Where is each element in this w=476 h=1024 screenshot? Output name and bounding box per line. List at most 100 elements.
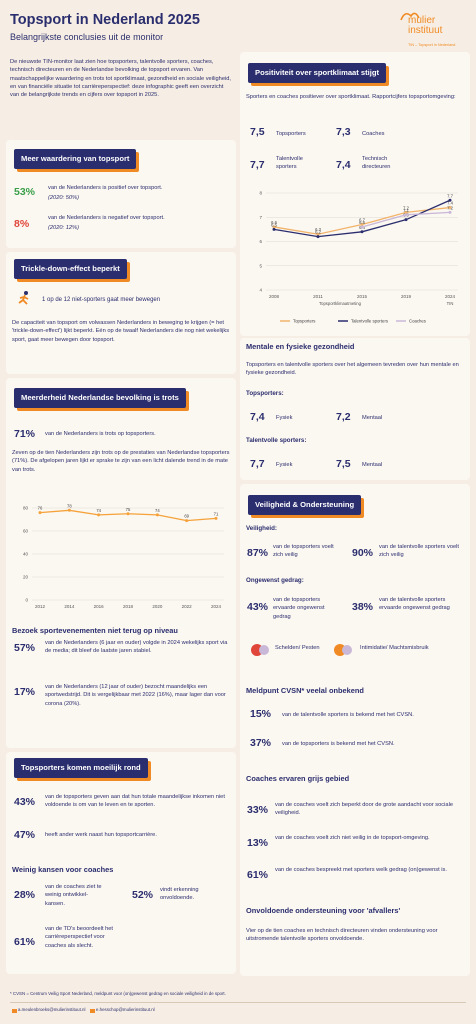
section-heading: Mentale en fysieke gezondheid (246, 342, 355, 351)
data-label: 74 (96, 508, 101, 513)
mail-icon (90, 1009, 95, 1013)
stat-text: van de talentvolle sporters ervaarde ong… (379, 597, 450, 612)
section-banner: Meerderheid Nederlandse bevolking is tro… (14, 388, 186, 408)
y-tick-label: 60 (23, 529, 29, 534)
score-value: 7,2 (336, 411, 351, 423)
section-panel (240, 52, 470, 336)
email: a.meulenbroeks@mulierinstituut.nl (18, 1007, 86, 1012)
paragraph: Zeven op de tien Nederlanders zijn trots… (12, 450, 230, 473)
legend-label: Topsporters (293, 319, 315, 324)
section-heading: Weinig kansen voor coaches (12, 865, 114, 874)
logo-tagline: TIN – Topsport in Nederland (408, 43, 456, 47)
data-label: 6.6 (359, 220, 365, 225)
data-point (316, 232, 320, 236)
group-label: Veiligheid: (246, 525, 277, 532)
group-label: Ongewenst gedrag: (246, 577, 304, 584)
x-tick-label: 2019 (401, 294, 412, 299)
x-tick-label: 2015 (357, 294, 368, 299)
stat-value: 28% (14, 889, 36, 901)
section-banner: Positiviteit over sportklimaat stijgt (248, 63, 387, 83)
data-label: 7.2 (403, 205, 409, 210)
stat-text: van de talentvolle sporters is bekend me… (282, 712, 414, 718)
mail-icon (12, 1009, 17, 1013)
score-value: 7,4 (336, 159, 351, 171)
legend-label: Talentvolle sporters (351, 319, 388, 324)
stat-text: van de topsporters is bekend met het CVS… (282, 741, 395, 747)
score-label: Fysiek (276, 415, 293, 421)
stat-text: van de coaches voelt zich beperkt door d… (275, 802, 454, 817)
x-annotation: Topsportklimaatmeting (319, 301, 362, 306)
section-banner: Topsporters komen moeilijk rond (14, 758, 148, 778)
stat-text: van de Nederlanders is positief over top… (48, 185, 163, 191)
stat-value: 38% (352, 601, 374, 613)
stat-text: van de coaches voelt zich niet veilig in… (275, 835, 430, 841)
y-tick-label: 40 (23, 552, 29, 557)
y-tick-label: 20 (23, 575, 29, 580)
y-tick-label: 6 (259, 239, 262, 244)
stat-text: 1 op de 12 niet-sporters gaat meer beweg… (42, 297, 161, 303)
paragraph: Topsporters en talentvolle sporters over… (246, 362, 459, 377)
score-value: 7,7 (250, 159, 265, 171)
behaviour-label: Intimidatie/ Machtsmisbruik (360, 645, 429, 651)
y-tick-label: 4 (259, 288, 262, 293)
x-tick-label: 2008 (269, 294, 280, 299)
section-panel (6, 752, 236, 974)
data-point (404, 213, 408, 217)
score-value: 7,7 (250, 458, 265, 470)
data-point (360, 225, 364, 229)
x-tick-label: 2016 (94, 604, 105, 609)
stat-text: van de talentvolle sporters voelt zich v… (379, 544, 459, 559)
data-label: 6.7 (359, 218, 365, 223)
data-label: 78 (67, 503, 72, 508)
footnote: * CVSN = Centrum Veilig Sport Nederland,… (10, 991, 226, 996)
section-heading: Onvoldoende ondersteuning voor 'afvaller… (246, 906, 401, 915)
score-value: 7,5 (250, 126, 265, 138)
behaviour-icon (333, 641, 353, 659)
section-heading: Coaches ervaren grijs gebied (246, 774, 350, 783)
paragraph: Vier op de tien coaches en technisch dir… (246, 928, 438, 943)
x-tick-label: 2022 (182, 604, 193, 609)
x-tick-label: 2011 (313, 294, 323, 299)
x-tick-label: 2020 (152, 604, 163, 609)
x-tick-label: 2018 (123, 604, 134, 609)
stat-value: 8% (14, 218, 30, 230)
y-tick-label: 0 (25, 598, 28, 603)
score-value: 7,5 (336, 458, 351, 470)
stat-value: 87% (247, 547, 269, 559)
score-value: 7,3 (336, 126, 351, 138)
group-label: Talentvolle sporters: (246, 437, 307, 444)
score-label: Mentaal (362, 415, 383, 421)
section-panel (6, 378, 236, 748)
data-label: 7.1 (403, 208, 409, 213)
data-point (360, 223, 364, 227)
divider (10, 1002, 466, 1003)
email: e.hesschop@mulierinstituut.nl (96, 1007, 155, 1012)
stat-value: 17% (14, 686, 36, 698)
section-banner: Trickle-down-effect beperkt (14, 259, 127, 279)
section-panel (240, 484, 470, 976)
stat-value: 15% (250, 708, 272, 720)
stat-value: 61% (14, 936, 36, 948)
stat-text: van de Nederlanders is trots op topsport… (45, 431, 156, 437)
stat-text: van de coaches ziet te weinig ontwikkel-… (45, 884, 102, 907)
data-point (214, 516, 218, 520)
score-label: Fysiek (276, 462, 293, 468)
data-point (272, 225, 276, 229)
stat-value: 61% (247, 869, 269, 881)
data-point (448, 210, 452, 214)
paragraph: Sporters en coaches positiever over spor… (246, 94, 456, 100)
stat-text: van de topsporters ervaarde ongewenst ge… (273, 597, 325, 620)
logo-name: mulier instituut (408, 15, 443, 36)
data-point (404, 218, 408, 222)
stat-value: 90% (352, 547, 374, 559)
data-point (185, 519, 189, 523)
x-annotation: TIN (447, 301, 454, 306)
stat-text: van de Nederlanders is negatief over top… (48, 215, 165, 221)
intro-text: De nieuwste TIN-monitor laat zien hoe to… (10, 59, 231, 99)
y-tick-label: 7 (259, 215, 262, 220)
score-label: Topsporters (276, 131, 306, 137)
runner-icon-svg (18, 291, 29, 305)
stat-value: 53% (14, 186, 36, 198)
